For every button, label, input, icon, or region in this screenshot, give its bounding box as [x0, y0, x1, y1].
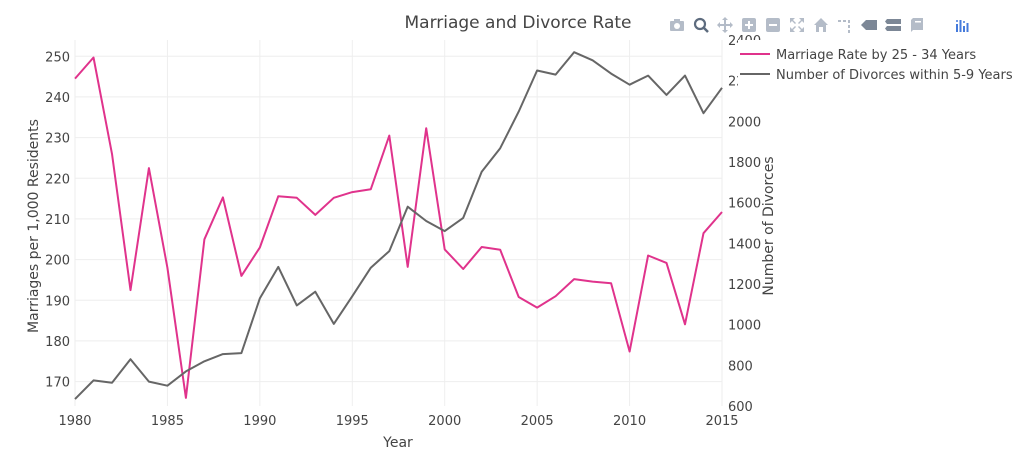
- y2-axis-ticks: 60080010001200140016001800200022002400: [728, 34, 761, 415]
- zoom-icon[interactable]: [692, 16, 710, 34]
- y-tick-label: 190: [45, 294, 70, 309]
- home-icon[interactable]: [812, 16, 830, 34]
- series-line-1[interactable]: [74, 56, 723, 399]
- x-axis-ticks: 1980 1985 1990 1995 2000 2005 2010 2015: [58, 414, 738, 429]
- zoom-in-icon[interactable]: [740, 16, 758, 34]
- spike-lines-icon[interactable]: [836, 16, 854, 34]
- x-tick-label: 1995: [336, 414, 369, 429]
- x-tick-label: 1990: [243, 414, 276, 429]
- y-tick-label: 200: [45, 254, 70, 269]
- y2-axis-title: Number of Divorces: [761, 156, 777, 295]
- y-tick-label: 250: [45, 50, 70, 65]
- x-tick-label: 2015: [705, 414, 738, 429]
- y-tick-label: 230: [45, 132, 70, 147]
- x-tick-label: 2010: [613, 414, 646, 429]
- grid-lines: [74, 40, 723, 406]
- hover-closest-icon[interactable]: [860, 16, 878, 34]
- y2-tick-label: 1600: [728, 197, 761, 212]
- hover-compare-icon[interactable]: [884, 16, 902, 34]
- plotly-logo-icon[interactable]: [954, 16, 972, 34]
- series-group: [74, 51, 723, 400]
- legend-label[interactable]: Number of Divorces within 5-9 Years: [776, 68, 1013, 83]
- camera-icon[interactable]: [668, 16, 686, 34]
- x-axis-title: Year: [382, 435, 413, 451]
- y2-tick-label: 1400: [728, 237, 761, 252]
- legend-label[interactable]: Marriage Rate by 25 - 34 Years: [776, 48, 976, 63]
- zoom-out-icon[interactable]: [764, 16, 782, 34]
- chart-title: Marriage and Divorce Rate: [404, 13, 631, 33]
- y-tick-label: 180: [45, 335, 70, 350]
- y-tick-label: 170: [45, 376, 70, 391]
- x-tick-label: 1980: [58, 414, 91, 429]
- pan-icon[interactable]: [716, 16, 734, 34]
- book-icon[interactable]: [908, 16, 926, 34]
- legend[interactable]: Marriage Rate by 25 - 34 Years Number of …: [738, 40, 1035, 86]
- x-tick-label: 1985: [151, 414, 184, 429]
- y-tick-label: 210: [45, 213, 70, 228]
- legend-background: [738, 40, 1035, 86]
- y2-tick-label: 1200: [728, 278, 761, 293]
- y-tick-label: 240: [45, 91, 70, 106]
- y2-tick-label: 2000: [728, 115, 761, 130]
- x-tick-label: 2005: [521, 414, 554, 429]
- autoscale-icon[interactable]: [788, 16, 806, 34]
- y-axis-ticks: 170 180 190 200 210 220 230 240 250: [45, 50, 70, 390]
- modebar-toolbar: [668, 16, 972, 34]
- y2-tick-label: 800: [728, 359, 753, 374]
- x-tick-label: 2000: [428, 414, 461, 429]
- y-tick-label: 220: [45, 172, 70, 187]
- y2-tick-label: 1000: [728, 319, 761, 334]
- y-axis-title: Marriages per 1,000 Residents: [26, 119, 42, 333]
- series-line-2[interactable]: [74, 51, 723, 400]
- y2-tick-label: 600: [728, 400, 753, 415]
- y2-tick-label: 1800: [728, 156, 761, 171]
